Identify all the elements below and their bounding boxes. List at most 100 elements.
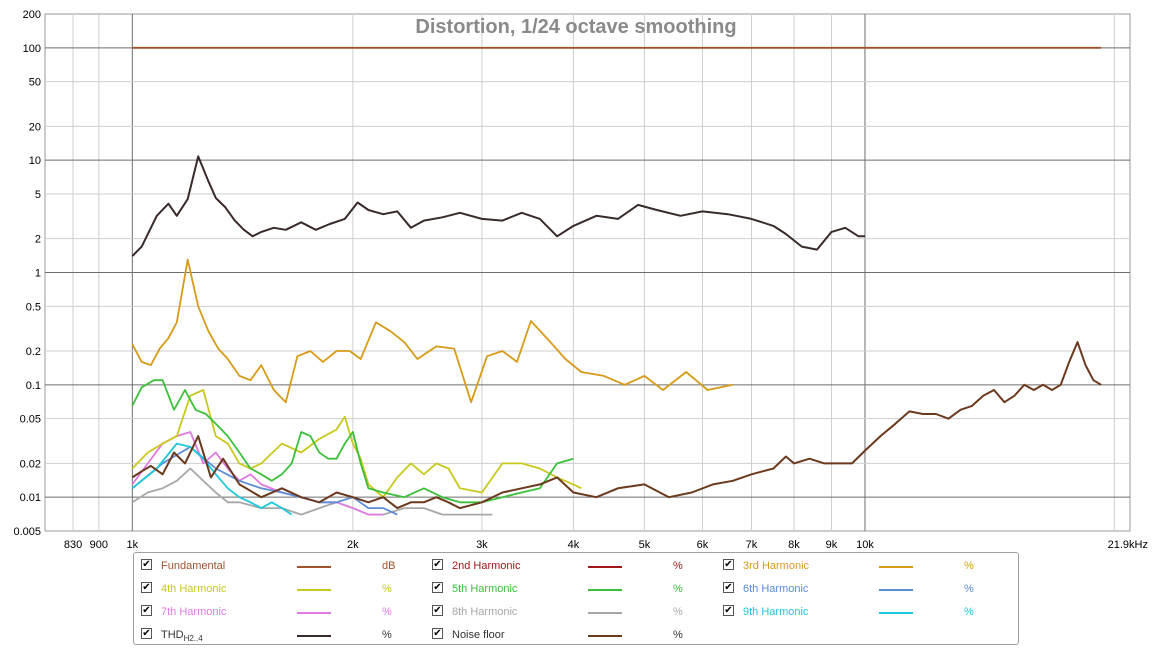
- legend-label: THDH2..4: [161, 629, 203, 643]
- series-thd: [131, 155, 865, 257]
- legend-checkbox[interactable]: ✔: [723, 605, 734, 616]
- legend-swatch: [297, 635, 331, 637]
- legend-unit: %: [673, 560, 683, 572]
- x-tick-label: 8k: [788, 539, 800, 550]
- legend-checkbox[interactable]: ✔: [141, 582, 152, 593]
- y-tick-label: 5: [35, 189, 41, 201]
- chart-title: Distortion, 1/24 octave smoothing: [415, 16, 736, 38]
- legend-label: 9th Harmonic: [743, 606, 808, 618]
- legend: ✔ Fundamental dB ✔ 2nd Harmonic% ✔ 3rd Harmoni…: [133, 552, 1019, 645]
- x-tick-label: 900: [90, 539, 108, 550]
- x-tick-label: 10k: [856, 539, 874, 550]
- legend-checkbox[interactable]: ✔: [723, 582, 734, 593]
- legend-label-text: 6th Harmonic: [743, 583, 809, 595]
- legend-checkbox[interactable]: ✔: [432, 628, 443, 639]
- legend-swatch: [588, 566, 622, 568]
- legend-swatch: [297, 589, 331, 591]
- legend-label-text: 5th Harmonic: [452, 583, 518, 595]
- legend-checkbox[interactable]: ✔: [432, 559, 443, 570]
- legend-label: 7th Harmonic: [161, 606, 226, 618]
- x-tick-label: 21.9kHz: [1108, 539, 1148, 550]
- legend-label: 4th Harmonic: [161, 583, 226, 595]
- legend-label-subscript: H2..4: [183, 634, 203, 643]
- legend-unit: dB: [382, 560, 396, 572]
- legend-unit: %: [673, 629, 683, 641]
- legend-checkbox[interactable]: ✔: [141, 605, 152, 616]
- legend-label: 6th Harmonic: [743, 583, 808, 595]
- y-tick-label: 0.1: [26, 380, 41, 392]
- y-tick-label: 1: [35, 268, 41, 280]
- legend-label-text: Noise floor: [452, 629, 505, 641]
- legend-checkbox[interactable]: ✔: [432, 605, 443, 616]
- y-tick-label: 100: [23, 43, 41, 55]
- legend-swatch: [297, 566, 331, 568]
- series-9th-harmonic: [131, 442, 293, 516]
- y-tick-label: 0.02: [20, 458, 41, 470]
- y-tick-label: 10: [29, 155, 41, 167]
- legend-unit: %: [964, 606, 974, 618]
- legend-item-5th-harmonic: ✔ 5th Harmonic%: [432, 579, 702, 599]
- legend-unit: %: [964, 583, 974, 595]
- legend-label-text: Fundamental: [161, 560, 226, 572]
- legend-label-text: 7th Harmonic: [161, 606, 227, 618]
- legend-swatch: [588, 635, 622, 637]
- legend-unit: %: [964, 560, 974, 572]
- legend-label: 2nd Harmonic: [452, 560, 520, 572]
- y-tick-label: 50: [29, 77, 41, 89]
- x-tick-label: 9k: [826, 539, 838, 550]
- legend-label-text: 3rd Harmonic: [743, 560, 810, 572]
- legend-item-9th-harmonic: ✔ 9th Harmonic%: [723, 602, 993, 622]
- legend-unit: %: [382, 629, 392, 641]
- distortion-chart: 830 900 1k 2k 3k 4k 5k 6k 7k 8k 9k 10k 21.9kHz200100…: [13, 9, 1148, 550]
- legend-checkbox[interactable]: ✔: [432, 582, 443, 593]
- y-tick-label: 20: [29, 121, 41, 133]
- legend-label-text: 4th Harmonic: [161, 583, 227, 595]
- legend-label: Noise floor: [452, 629, 505, 641]
- series-noise-floor: [131, 341, 1102, 510]
- legend-checkbox[interactable]: ✔: [723, 559, 734, 570]
- legend-item-fundamental: ✔ Fundamental dB: [141, 556, 411, 576]
- y-tick-label: 0.05: [20, 414, 41, 426]
- x-tick-label: 5k: [639, 539, 651, 550]
- legend-item-6th-harmonic: ✔ 6th Harmonic%: [723, 579, 993, 599]
- legend-swatch: [588, 612, 622, 614]
- y-tick-label: 0.01: [20, 492, 41, 504]
- legend-label: Fundamental: [161, 560, 225, 572]
- legend-swatch: [879, 612, 913, 614]
- legend-swatch: [879, 589, 913, 591]
- legend-label: 8th Harmonic: [452, 606, 517, 618]
- legend-label-text: 8th Harmonic: [452, 606, 518, 618]
- legend-label-text: 2nd Harmonic: [452, 560, 521, 572]
- legend-item-8th-harmonic: ✔ 8th Harmonic%: [432, 602, 702, 622]
- series-4th-harmonic: [131, 389, 582, 499]
- legend-item-4th-harmonic: ✔ 4th Harmonic%: [141, 579, 411, 599]
- series-layer: [131, 46, 1102, 516]
- y-tick-label: 2: [35, 234, 41, 246]
- series-8th-harmonic: [131, 467, 493, 516]
- x-tick-label: 830: [64, 539, 82, 550]
- y-tick-label: 0.005: [13, 526, 41, 538]
- series-5th-harmonic: [131, 379, 574, 504]
- x-tick-label: 2k: [347, 539, 359, 550]
- legend-unit: %: [673, 606, 683, 618]
- y-tick-label: 200: [23, 9, 41, 21]
- x-tick-label: 4k: [568, 539, 580, 550]
- x-tick-label: 1k: [127, 539, 139, 550]
- y-tick-label: 0.5: [26, 301, 41, 313]
- legend-swatch: [297, 612, 331, 614]
- legend-label: 3rd Harmonic: [743, 560, 809, 572]
- tick-labels: 830 900 1k 2k 3k 4k 5k 6k 7k 8k 9k 10k 21.9kHz200100…: [13, 9, 1148, 550]
- legend-checkbox[interactable]: ✔: [141, 559, 152, 570]
- x-tick-label: 7k: [746, 539, 758, 550]
- legend-item-2nd-harmonic: ✔ 2nd Harmonic%: [432, 556, 702, 576]
- x-tick-label: 6k: [697, 539, 709, 550]
- legend-unit: %: [382, 583, 392, 595]
- legend-label: 5th Harmonic: [452, 583, 517, 595]
- legend-checkbox[interactable]: ✔: [141, 628, 152, 639]
- legend-unit: %: [673, 583, 683, 595]
- legend-label-text: 9th Harmonic: [743, 606, 809, 618]
- legend-item-3rd-harmonic: ✔ 3rd Harmonic%: [723, 556, 993, 576]
- legend-swatch: [879, 566, 913, 568]
- y-tick-label: 0.2: [26, 346, 41, 358]
- legend-item-thd: ✔ THDH2..4%: [141, 625, 411, 645]
